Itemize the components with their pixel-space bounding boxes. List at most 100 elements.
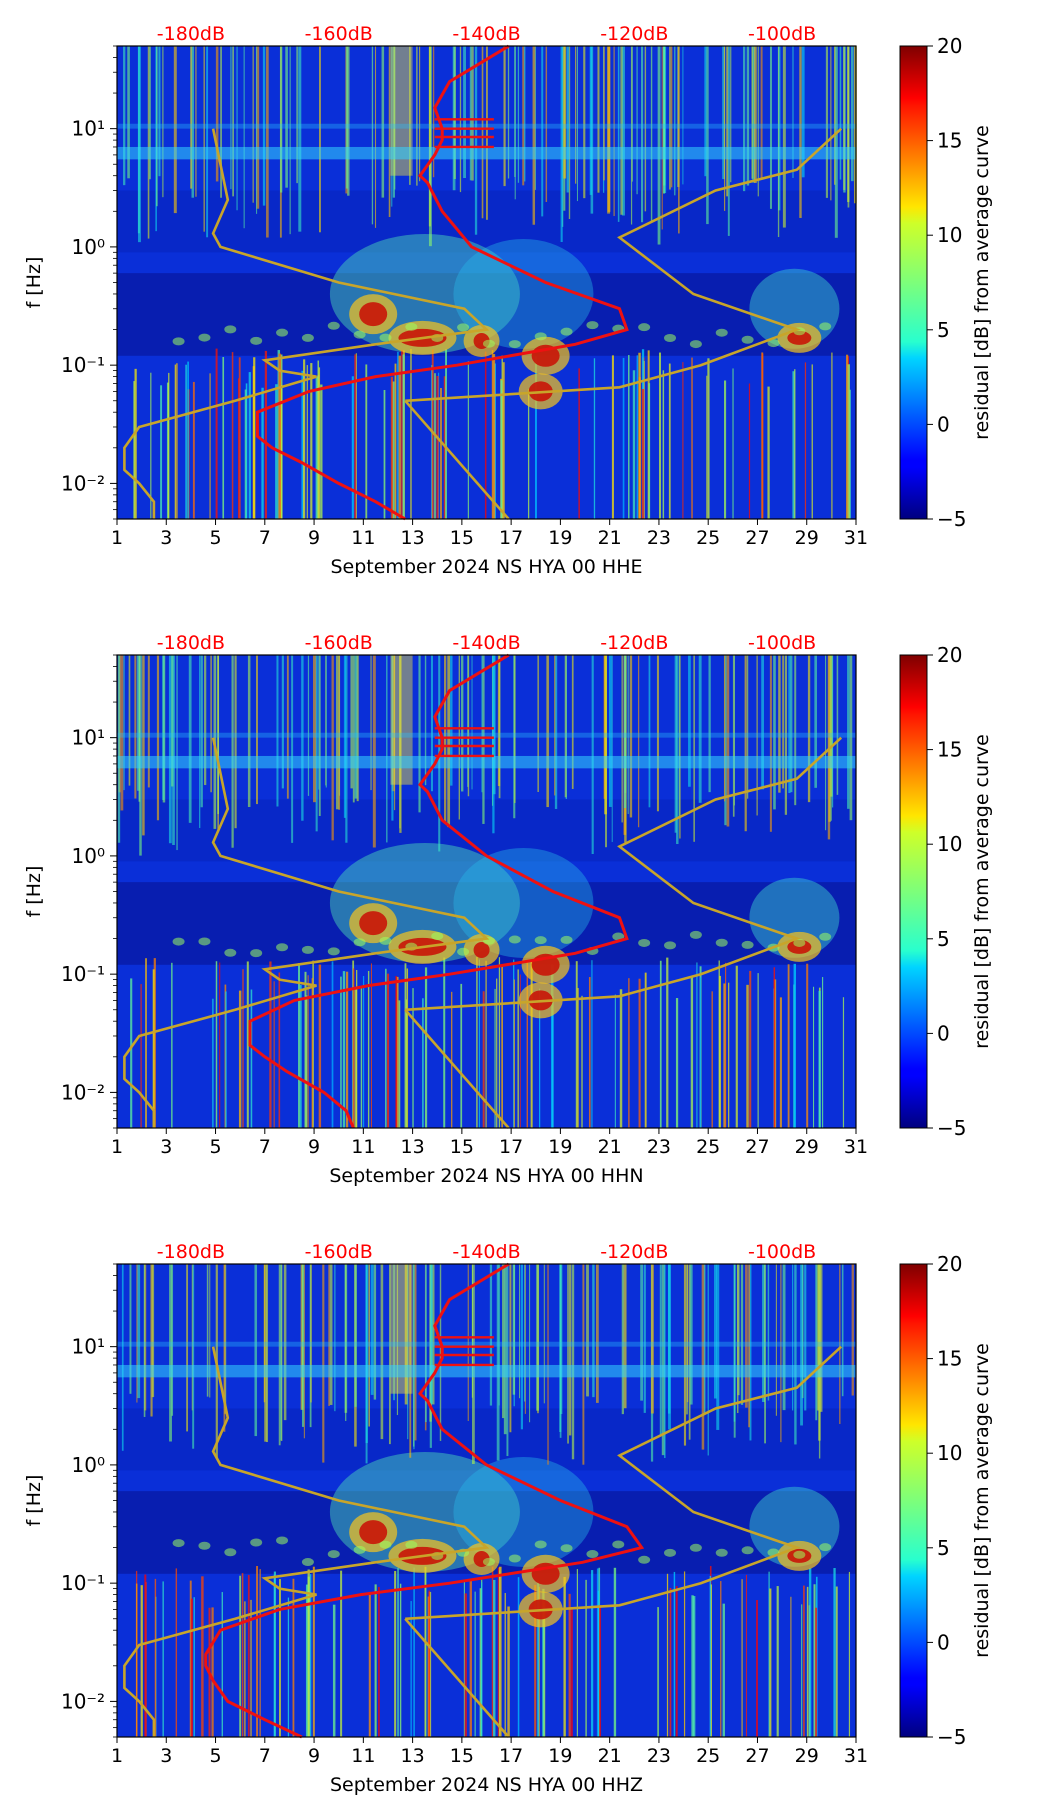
heatmap-streak	[541, 46, 544, 217]
heatmap-streak	[467, 1264, 469, 1421]
heatmap-spike	[513, 979, 515, 1128]
x-tick-label: 13	[401, 1136, 425, 1158]
heatmap-spike	[467, 361, 469, 519]
heatmap-streak	[792, 1264, 794, 1411]
heatmap-streak	[611, 655, 613, 843]
heatmap-spike	[310, 363, 313, 519]
heatmap-spike	[636, 355, 639, 519]
heatmap-spike	[140, 984, 142, 1128]
heatmap-spike	[474, 1591, 476, 1737]
top-db-tick-label: -160dB	[305, 1241, 373, 1263]
x-tick-label: 15	[450, 1136, 474, 1158]
heatmap-dot	[224, 325, 237, 334]
y-tick-label: 10⁻¹	[61, 1571, 105, 1595]
heatmap-spike	[675, 998, 679, 1128]
heatmap-spike	[340, 1570, 343, 1737]
heatmap-spike	[539, 988, 541, 1128]
x-axis-label: September 2024 NS HYA 00 HHN	[329, 1165, 643, 1187]
heatmap-spike	[317, 360, 320, 519]
heatmap-streak	[430, 655, 433, 792]
heatmap-streak	[220, 46, 222, 198]
heatmap-streak	[486, 46, 488, 220]
heatmap-spike	[735, 965, 738, 1128]
heatmap-texture	[117, 1264, 856, 1737]
heatmap-spike	[428, 1590, 431, 1737]
heatmap-streak	[345, 46, 348, 189]
heatmap-spike	[436, 375, 439, 519]
heatmap-spike	[596, 1568, 599, 1737]
heatmap-spike	[517, 969, 519, 1128]
average-psd-curve	[255, 44, 629, 521]
heatmap-spike	[238, 378, 240, 519]
heatmap-streak	[173, 46, 177, 214]
heatmap-streak	[661, 46, 663, 230]
heatmap-streak	[604, 655, 607, 815]
heatmap-streak	[784, 655, 788, 815]
heatmap-dot	[327, 947, 340, 956]
colorbar-tick-label: −5	[937, 1725, 966, 1749]
heatmap-spike	[424, 967, 428, 1128]
heatmap-streak	[704, 46, 707, 177]
heatmap-spike	[174, 364, 177, 519]
heatmap-streak	[503, 1264, 507, 1435]
heatmap-streak	[778, 46, 781, 211]
heatmap-dot	[689, 1543, 702, 1552]
heatmap-spike	[699, 977, 702, 1128]
heatmap-spike	[370, 963, 372, 1128]
heatmap-dot	[819, 322, 832, 331]
heatmap-streak	[280, 1264, 283, 1441]
x-axis-label: September 2024 NS HYA 00 HHZ	[330, 1774, 643, 1796]
heatmap-streak	[534, 46, 536, 190]
heatmap-streak	[373, 1264, 377, 1400]
heatmap-streak	[266, 46, 269, 238]
heatmap-spike	[657, 1607, 659, 1737]
heatmap-dot	[741, 940, 754, 949]
heatmap-spike	[792, 371, 795, 519]
heatmap-spike	[275, 384, 278, 519]
heatmap-streak	[128, 655, 131, 786]
heatmap-streak	[512, 1264, 516, 1395]
heatmap-streak	[603, 46, 605, 181]
colorbar-tick-label: 20	[937, 643, 962, 667]
heatmap-spike	[804, 362, 807, 519]
heatmap-streak	[679, 655, 681, 839]
heatmap-spike	[709, 1575, 712, 1737]
heatmap-streak	[514, 46, 516, 200]
heatmap-spike	[496, 978, 498, 1128]
heatmap-spike	[628, 978, 630, 1128]
heatmap-streak	[156, 655, 160, 821]
heatmap-spike	[494, 363, 496, 519]
heatmap-streak	[424, 655, 427, 786]
heatmap-dot	[198, 333, 211, 342]
heatmap-streak	[506, 1264, 509, 1457]
colorbar-gradient	[899, 1263, 928, 1738]
heatmap-streak	[686, 1264, 688, 1415]
heatmap-dot	[534, 1540, 547, 1549]
heatmap-streak	[336, 655, 339, 810]
heatmap-dot	[250, 1538, 263, 1547]
heatmap-streak	[150, 1264, 153, 1417]
heatmap-streak	[722, 46, 725, 180]
heatmap-streak	[674, 46, 676, 196]
heatmap-spike	[383, 389, 386, 519]
noise-model-low-curve	[123, 128, 490, 519]
x-tick-label: 29	[795, 1136, 819, 1158]
colorbar-gradient	[899, 654, 928, 1129]
colorbar-tick-label: 10	[937, 1441, 962, 1465]
heatmap-streak	[343, 655, 346, 818]
heatmap-dot	[819, 1543, 832, 1552]
heatmap-spike	[644, 972, 647, 1128]
heatmap-streak	[682, 46, 684, 185]
heatmap-streak	[560, 46, 563, 242]
heatmap-streak	[586, 1264, 589, 1397]
heatmap-spike	[492, 354, 496, 519]
heatmap-dot	[276, 943, 289, 952]
heatmap-streak	[354, 1264, 357, 1407]
top-db-tick-label: -100dB	[748, 632, 816, 654]
heatmap-streak	[471, 1264, 473, 1398]
heatmap-streak	[121, 1264, 124, 1451]
heatmap-spike	[406, 968, 409, 1128]
heatmap-streak	[640, 1264, 644, 1401]
